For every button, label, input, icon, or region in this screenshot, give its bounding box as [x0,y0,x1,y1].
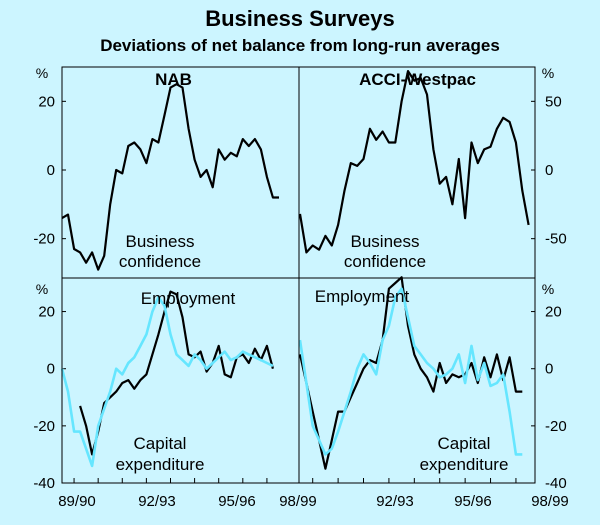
unit-label-bottom-right: % [542,281,554,297]
annotation-employment: Employment [315,287,410,306]
series-line-employment-bottom-right [298,276,523,470]
y-tick-label: -40 [33,475,55,492]
annotation-capex: Capital [134,434,187,453]
x-tick-label: 95/96 [218,493,256,510]
unit-label-bottom-left: % [36,281,48,297]
y-tick-label: 0 [545,361,553,378]
annotation-label: confidence [119,252,201,271]
y-tick-label: 0 [47,162,55,179]
annotation-employment: Employment [141,289,236,308]
series-line-capital-expenditure-bottom-left [60,295,274,468]
y-tick-label: -40 [545,475,567,492]
panel-title-top-left: NAB [155,70,192,89]
x-tick-label: 95/96 [454,493,492,510]
series-line-employment-bottom-left [79,290,274,456]
unit-label-top-right: % [542,65,554,81]
annotation-capex: expenditure [420,455,509,474]
series-line-business-confidence-top-left [61,83,279,271]
y-tick-label: 0 [545,162,553,179]
y-tick-label: -20 [33,418,55,435]
series-line-capital-expenditure-bottom-right [298,287,523,456]
y-tick-label: 20 [38,304,55,321]
y-tick-label: 20 [38,93,55,110]
annotation-label: Business [126,232,195,251]
annotation-capex: expenditure [116,455,205,474]
x-tick-label: 92/93 [376,493,414,510]
annotation-label: Business [351,232,420,251]
annotation-label: confidence [344,252,426,271]
x-tick-label: 98/99 [531,493,569,510]
y-tick-label: -50 [545,231,567,248]
y-tick-label: -20 [33,231,55,248]
series-line-business-confidence-top-right [298,69,530,254]
chart-subtitle: Deviations of net balance from long-run … [100,36,500,55]
x-tick-label: 92/93 [138,493,176,510]
annotation-capex: Capital [438,434,491,453]
y-tick-label: 50 [545,93,562,110]
y-tick-label: 20 [545,304,562,321]
y-tick-label: -20 [545,418,567,435]
unit-label-top-left: % [36,65,48,81]
x-tick-label: 89/90 [58,493,96,510]
x-tick-label: 98/99 [279,493,317,510]
y-tick-label: 0 [47,361,55,378]
chart-title: Business Surveys [205,6,395,31]
